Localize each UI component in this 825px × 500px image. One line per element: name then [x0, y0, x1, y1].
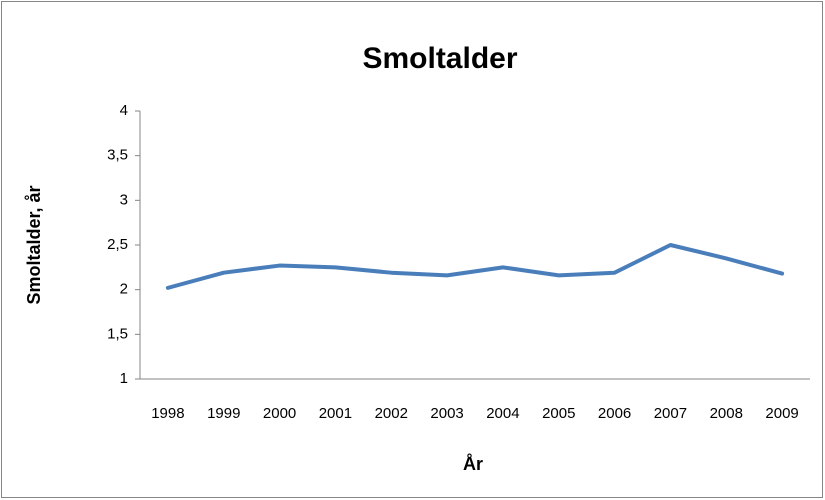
- y-axis-label: Smoltalder, år: [24, 185, 44, 304]
- x-tick-label: 1998: [151, 405, 184, 422]
- chart-title: Smoltalder: [362, 42, 517, 75]
- y-tick-label: 1,5: [107, 325, 128, 342]
- x-tick-label: 2007: [654, 405, 687, 422]
- x-tick-label: 2000: [263, 405, 296, 422]
- y-tick-label: 3,5: [107, 147, 128, 164]
- x-tick-label: 2003: [430, 405, 463, 422]
- x-tick-label: 2002: [375, 405, 408, 422]
- y-tick-label: 1: [120, 370, 128, 387]
- x-axis-label: År: [463, 454, 483, 474]
- x-tick-label: 2009: [765, 405, 798, 422]
- x-tick-label: 2004: [486, 405, 519, 422]
- x-tick-label: 2005: [542, 405, 575, 422]
- data-line: [165, 243, 785, 290]
- y-tick-label: 2: [120, 281, 128, 298]
- y-tick-label: 3: [120, 191, 128, 208]
- x-tick-label: 2001: [319, 405, 352, 422]
- y-tick-label: 4: [120, 102, 128, 119]
- x-tick-label: 2006: [598, 405, 631, 422]
- x-tick-label: 2008: [710, 405, 743, 422]
- y-tick-label: 2,5: [107, 236, 128, 253]
- x-tick-label: 1999: [207, 405, 240, 422]
